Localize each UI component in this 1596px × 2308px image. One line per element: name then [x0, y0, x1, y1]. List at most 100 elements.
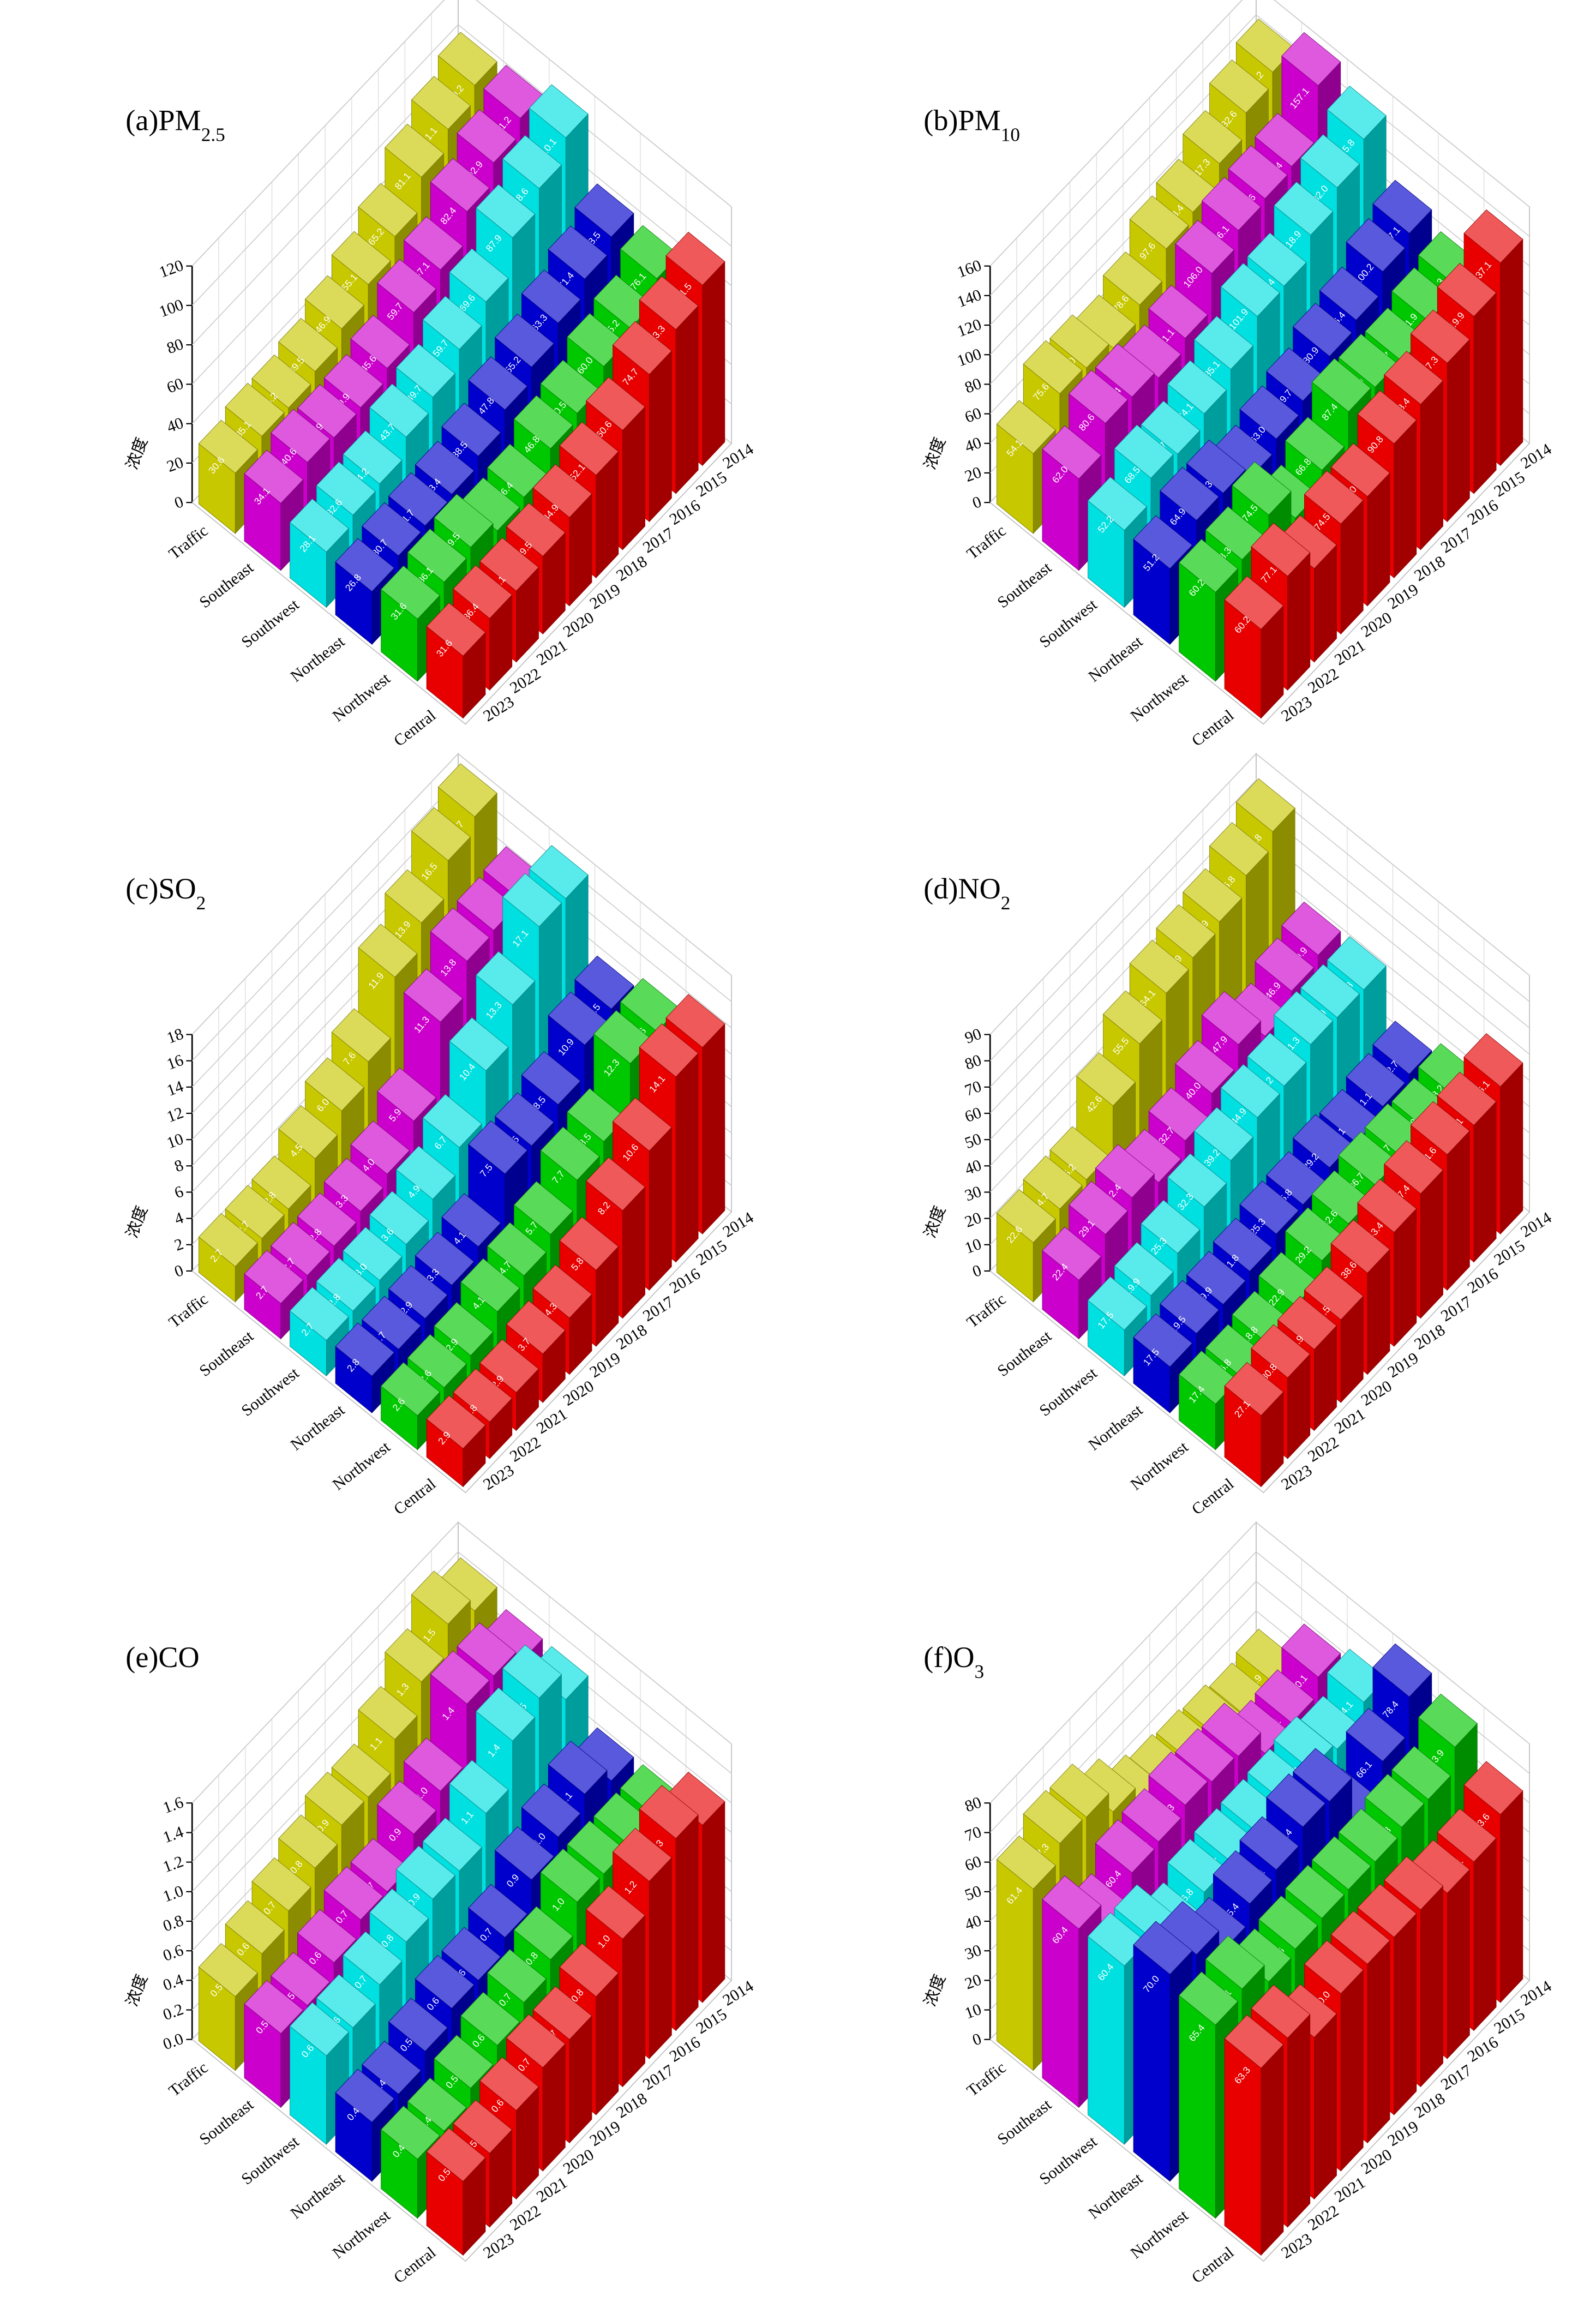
- bar: [426, 2127, 486, 2256]
- bar-face: [1178, 1971, 1238, 2025]
- bar-face: [479, 1339, 539, 1393]
- x-tick-label: Southeast: [994, 2095, 1055, 2149]
- bar-face: [1300, 1695, 1360, 1750]
- bar-face: [1095, 1144, 1155, 1198]
- depth-tick-label: 2018: [1411, 2089, 1448, 2122]
- bar-face: [244, 1250, 304, 1304]
- bar-face: [487, 1222, 547, 1276]
- bar-face: [271, 409, 331, 463]
- title-sub: 2: [196, 892, 206, 914]
- depth-tick-label: 2021: [533, 637, 571, 669]
- bar-face: [350, 315, 410, 369]
- bar-face: [1266, 1151, 1326, 1205]
- bar-face: [502, 135, 562, 189]
- z-tick-label: 0: [970, 493, 983, 512]
- bar-face: [396, 344, 455, 398]
- bar-face: [289, 498, 349, 553]
- depth-tick-label: 2015: [693, 1237, 730, 1269]
- bar-face: [1327, 86, 1387, 140]
- bar-face: [1102, 990, 1162, 1045]
- z-tick-label: 20: [962, 463, 983, 485]
- bar-face: [1500, 1790, 1523, 2003]
- bar-face: [1148, 1752, 1208, 1806]
- depth-tick-label: 2017: [640, 524, 677, 557]
- bar-face: [559, 1943, 619, 1997]
- z-tick-label: 50: [962, 1130, 983, 1152]
- bar-face: [278, 1105, 338, 1159]
- depth-tick-label: 2015: [693, 468, 730, 501]
- x-tick-label: Northeast: [287, 2169, 348, 2223]
- bar-face: [1201, 991, 1261, 1045]
- bar-face: [1156, 159, 1216, 213]
- bar-face: [407, 1334, 467, 1388]
- bar-face: [1209, 59, 1269, 113]
- bar-face: [1232, 1928, 1292, 1982]
- bar-face: [453, 565, 513, 619]
- bar-face: [1121, 1788, 1181, 1842]
- bar-face: [1311, 1170, 1371, 1224]
- depth-tick-label: 2014: [1517, 440, 1555, 472]
- z-axis-label: 浓度: [921, 1972, 950, 2009]
- x-tick-label: Southwest: [238, 2132, 303, 2189]
- bar-face: [1281, 901, 1341, 956]
- depth-tick-label: 2023: [480, 2229, 517, 2262]
- bar-face: [385, 123, 445, 178]
- bar-face: [1463, 1761, 1523, 1815]
- z-tick-label: 60: [962, 404, 983, 427]
- bar-face: [1239, 1816, 1299, 1871]
- bar-face: [385, 869, 445, 924]
- depth-tick-label: 2023: [1278, 2229, 1315, 2262]
- chart-title: (b)PM10: [923, 104, 1020, 145]
- bar-face: [1228, 982, 1288, 1037]
- bar-face: [1160, 466, 1220, 521]
- bar-face: [1224, 575, 1284, 630]
- bar-face: [1205, 1935, 1265, 1989]
- bar-face: [1133, 1313, 1193, 1368]
- bar-face: [411, 76, 471, 130]
- bar-face: [1372, 1021, 1432, 1075]
- bar-face: [335, 538, 395, 592]
- title-main: (e)CO: [125, 1641, 199, 1674]
- bar-face: [622, 406, 645, 550]
- x-tick-label: Central: [1189, 706, 1237, 750]
- bar-face: [1285, 1865, 1345, 1919]
- bar-face: [532, 1264, 592, 1318]
- bar-face: [1156, 904, 1216, 958]
- bar-face: [1160, 1901, 1220, 1955]
- bar-face: [453, 2100, 513, 2154]
- depth-tick-label: 2023: [480, 693, 517, 726]
- z-tick-label: 6: [172, 1182, 185, 1202]
- z-tick-label: 2: [172, 1235, 185, 1255]
- z-tick-label: 14: [164, 1077, 185, 1100]
- depth-tick-label: 2021: [533, 2173, 571, 2206]
- z-tick-label: 100: [955, 345, 983, 370]
- z-tick-label: 4: [172, 1209, 185, 1228]
- bar-face: [1311, 1836, 1371, 1890]
- bar-face: [297, 384, 357, 438]
- bar-face: [476, 951, 536, 1005]
- x-tick-label: Southeast: [994, 1327, 1055, 1380]
- bar-face: [540, 359, 600, 414]
- bar: [244, 449, 304, 571]
- bar-face: [1121, 1129, 1181, 1183]
- bar-face: [225, 382, 285, 437]
- bar-face: [1239, 385, 1299, 440]
- bar-face: [434, 2035, 494, 2089]
- bar-face: [567, 1820, 627, 1874]
- bar-face: [1281, 1623, 1341, 1677]
- bar-face: [521, 1783, 581, 1838]
- bar-face: [1095, 343, 1155, 398]
- z-tick-label: 20: [164, 453, 185, 476]
- depth-tick-label: 2022: [1305, 664, 1342, 697]
- bar-face: [1167, 1838, 1227, 1893]
- z-axis-label: 浓度: [921, 1203, 950, 1240]
- bar-face: [1500, 1062, 1523, 1235]
- depth-tick-label: 2016: [667, 496, 704, 529]
- bar-face: [1183, 110, 1243, 164]
- bar: [1224, 1362, 1284, 1488]
- depth-tick-label: 2014: [719, 440, 757, 472]
- z-tick-label: 40: [164, 414, 185, 436]
- z-tick-label: 0.4: [160, 1970, 185, 1994]
- bar-face: [675, 305, 699, 494]
- x-tick-label: Southeast: [196, 2095, 257, 2149]
